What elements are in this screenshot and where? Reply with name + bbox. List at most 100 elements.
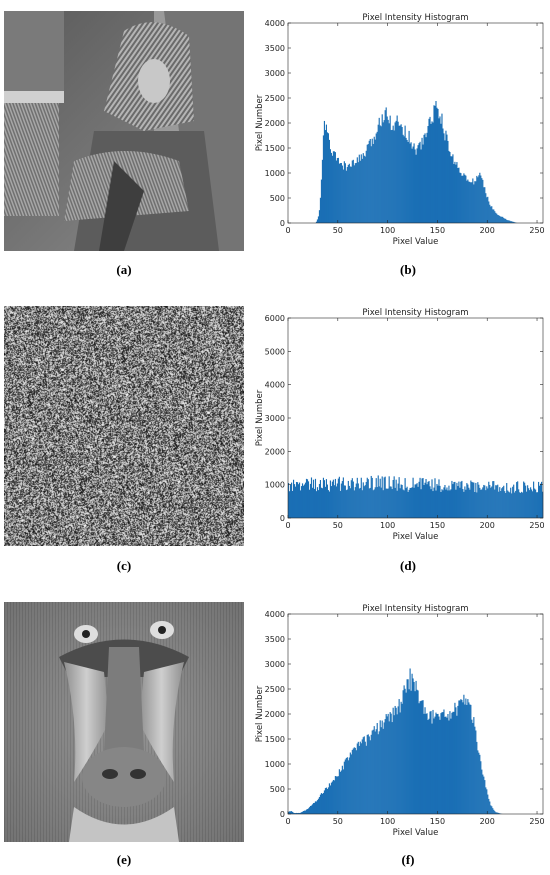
histogram-bar (298, 482, 301, 518)
histogram-bar (492, 209, 494, 223)
histogram-bar (457, 705, 459, 814)
histogram-bar (385, 714, 387, 814)
histogram-bar (505, 218, 507, 223)
histogram-bar (305, 478, 308, 518)
histogram-bar (386, 116, 388, 223)
histogram-bar (322, 477, 325, 518)
histogram-bar (455, 707, 457, 814)
histogram-bar (510, 487, 512, 518)
histogram-bar (518, 489, 520, 518)
histogram-bar (466, 180, 468, 223)
histogram-bar (367, 734, 369, 814)
histogram-bar (352, 481, 354, 518)
histogram-bar (397, 706, 399, 814)
histogram-bar (379, 720, 381, 814)
histogram-bar (352, 159, 354, 223)
histogram-bar (469, 489, 471, 518)
histogram-bar (466, 704, 468, 814)
histogram-bar (498, 812, 500, 814)
histogram-bar (491, 806, 493, 814)
histogram-bar (438, 716, 440, 814)
y-tick-label: 2000 (265, 447, 285, 456)
histogram-bar (373, 136, 375, 223)
histogram-bar (448, 485, 450, 518)
histogram-bar (481, 489, 483, 518)
histogram-bar (403, 490, 405, 518)
histogram-bar (419, 141, 421, 223)
histogram-bar (380, 126, 382, 223)
histogram-bar (500, 491, 502, 518)
histogram-bar (454, 702, 456, 814)
histogram-bar (332, 151, 334, 223)
histogram-bar (301, 811, 304, 814)
histogram-bar (368, 736, 370, 814)
histogram-bar (472, 482, 474, 518)
histogram-bar (420, 700, 422, 814)
histogram-bar (407, 679, 409, 814)
histogram-bar (409, 487, 411, 518)
histogram-bar (333, 485, 335, 518)
histogram-bar (425, 713, 427, 814)
histogram-bar (323, 120, 326, 223)
histogram-bar (468, 702, 470, 814)
histogram-bar (359, 741, 361, 814)
histogram-bar (288, 811, 291, 814)
histogram-bar (527, 485, 529, 518)
histogram-bar (508, 491, 510, 518)
histogram-bar (426, 713, 428, 814)
histogram-bar (414, 484, 416, 518)
histogram-bar (471, 182, 473, 223)
histogram-bar (383, 120, 385, 223)
histogram-bar (307, 481, 310, 518)
histogram-bar (425, 479, 427, 518)
histogram-bar (490, 206, 492, 223)
histogram-bar (391, 129, 393, 223)
histogram-bar (400, 484, 402, 518)
histogram-bar (340, 770, 342, 814)
histogram-bar (376, 487, 378, 518)
histogram-bar (468, 487, 470, 518)
histogram-bar (303, 810, 306, 814)
histogram-bar (430, 711, 432, 814)
histogram-bar (441, 113, 443, 223)
histogram-bar (507, 220, 509, 223)
histogram-bar (477, 482, 479, 518)
histogram-bar (406, 679, 408, 814)
histogram-bar (306, 479, 309, 518)
histogram-bar (387, 119, 389, 223)
y-tick-label: 5000 (265, 347, 285, 356)
histogram-bar (476, 175, 478, 223)
histogram-bar (400, 124, 402, 223)
histogram-bar (443, 133, 445, 223)
histogram-bar (429, 486, 431, 518)
x-axis-label: Pixel Value (393, 237, 439, 247)
x-tick-label: 150 (430, 817, 445, 826)
histogram-bar (498, 215, 500, 223)
y-axis-label: Pixel Number (255, 389, 265, 446)
histogram-bar (361, 739, 363, 814)
y-tick-label: 3000 (265, 660, 285, 669)
histogram-bar (346, 757, 348, 814)
histogram-bar (315, 221, 318, 223)
histogram-bar (338, 476, 340, 518)
histogram-bar (326, 132, 328, 223)
histogram-bar (535, 489, 537, 518)
histogram-bar (311, 804, 314, 814)
histogram-bar (494, 489, 496, 518)
histogram-bar (488, 481, 490, 518)
histogram-bar (414, 149, 416, 223)
caption-a: (a) (116, 262, 132, 277)
histogram-bar (495, 212, 497, 223)
histogram-bar (473, 717, 475, 814)
histogram-bar (452, 711, 454, 814)
histogram-bar (316, 487, 319, 518)
histogram-bar (370, 734, 372, 814)
noise-encrypted-image (4, 306, 244, 546)
histogram-bar (388, 123, 390, 223)
portrait-photo-graphic (4, 11, 244, 251)
histogram-bar (330, 782, 332, 814)
histogram-bar (487, 794, 489, 814)
histogram-bar (476, 492, 478, 518)
histogram-bar (366, 734, 368, 814)
histogram-bar (416, 689, 418, 814)
